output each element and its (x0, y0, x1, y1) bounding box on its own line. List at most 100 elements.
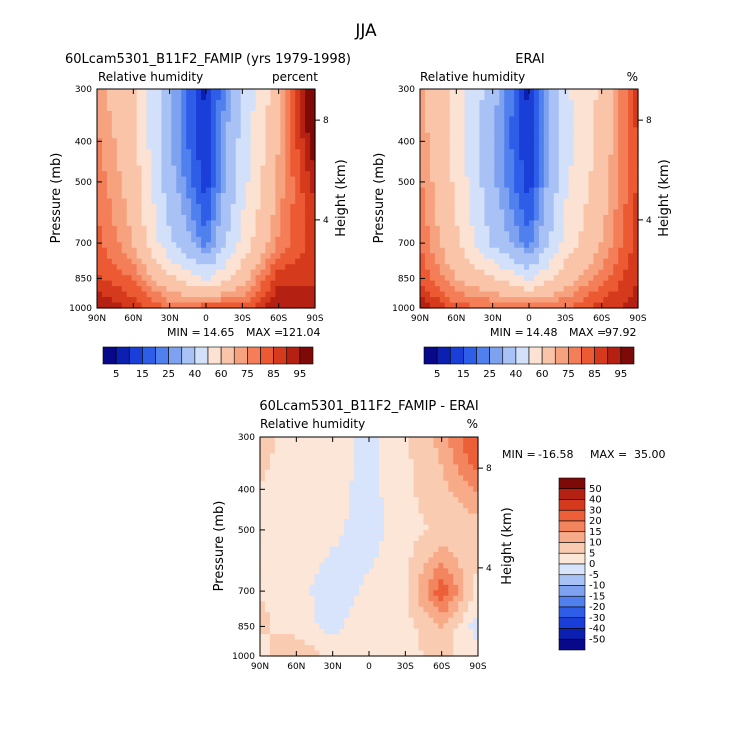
heatmap-cell (563, 165, 570, 172)
heatmap-cell (434, 165, 441, 172)
heatmap-cell (578, 275, 585, 282)
heatmap-cell (176, 231, 182, 238)
heatmap-cell (613, 110, 619, 117)
heatmap-cell (294, 519, 301, 526)
heatmap-cell (310, 99, 316, 107)
heatmap-cell (334, 497, 340, 504)
heatmap-cell (633, 302, 639, 309)
heatmap-cell (568, 247, 575, 254)
heatmap-cell (439, 127, 446, 134)
heatmap-cell (269, 508, 276, 515)
heatmap-cell (235, 258, 242, 265)
heatmap-cell (201, 182, 207, 189)
heatmap-cell (191, 269, 197, 276)
heatmap-cell (593, 187, 599, 194)
heatmap-cell (504, 138, 510, 145)
heatmap-cell (196, 297, 202, 304)
heatmap-cell (324, 480, 330, 487)
heatmap-cell (469, 242, 476, 249)
heatmap-cell (468, 590, 474, 597)
heatmap-cell (408, 579, 415, 586)
heatmap-cell (403, 497, 410, 504)
heatmap-cell (553, 182, 560, 189)
heatmap-cell (499, 242, 505, 249)
heatmap-cell (458, 469, 464, 476)
heatmap-cell (623, 253, 629, 260)
heatmap-cell (633, 236, 639, 243)
heatmap-cell (101, 220, 108, 227)
heatmap-cell (434, 110, 441, 117)
heatmap-cell (484, 116, 490, 123)
heatmap-cell (558, 160, 565, 167)
heatmap-cell (230, 105, 237, 112)
heatmap-cell (171, 193, 177, 200)
heatmap-cell (285, 242, 291, 249)
heatmap-cell (230, 187, 237, 194)
heatmap-cell (275, 89, 281, 96)
heatmap-cell (284, 524, 291, 531)
heatmap-cell (354, 437, 360, 444)
heatmap-cell (628, 89, 634, 96)
heatmap-cell (489, 203, 495, 211)
heatmap-cell (290, 231, 296, 238)
heatmap-cell (275, 275, 281, 282)
heatmap-cell (131, 269, 138, 276)
heatmap-cell (270, 203, 276, 211)
heatmap-cell (240, 149, 247, 156)
heatmap-cell (474, 275, 481, 282)
heatmap-cell (111, 258, 118, 265)
y-tick-label: 300 (75, 85, 92, 95)
heatmap-cell (383, 513, 390, 520)
heatmap-cell (438, 502, 444, 509)
heatmap-cell (408, 541, 415, 548)
heatmap-cell (418, 486, 425, 493)
heatmap-cell (146, 247, 153, 254)
heatmap-cell (275, 286, 281, 293)
heatmap-cell (210, 149, 217, 156)
heatmap-cell (499, 154, 505, 161)
heatmap-cell (290, 247, 296, 254)
heatmap-cell (235, 220, 242, 227)
heatmap-cell (439, 291, 446, 298)
heatmap-cell (116, 143, 123, 150)
heatmap-cell (439, 220, 446, 227)
heatmap-cell (146, 187, 153, 194)
heatmap-cell (593, 182, 599, 189)
heatmap-cell (324, 469, 330, 476)
heatmap-cell (300, 165, 306, 172)
heatmap-cell (166, 225, 172, 232)
heatmap-cell (260, 562, 266, 569)
heatmap-cell (126, 198, 133, 205)
heatmap-cell (568, 280, 575, 287)
heatmap-cell (270, 209, 276, 216)
heatmap-cell (141, 149, 148, 156)
heatmap-cell (428, 579, 434, 586)
heatmap-cell (181, 127, 187, 134)
heatmap-cell (265, 154, 271, 161)
heatmap-cell (393, 541, 400, 548)
heatmap-cell (106, 198, 113, 205)
heatmap-cell (449, 138, 456, 145)
heatmap-cell (484, 110, 490, 117)
heatmap-cell (494, 280, 500, 287)
heatmap-cell (191, 198, 197, 205)
heatmap-cell (383, 584, 390, 591)
heatmap-cell (344, 458, 350, 465)
heatmap-cell (349, 453, 355, 460)
heatmap-cell (433, 513, 439, 520)
heatmap-cell (235, 127, 242, 134)
heatmap-cell (388, 480, 395, 487)
heatmap-cell (533, 203, 540, 211)
heatmap-cell (588, 275, 594, 282)
heatmap-cell (454, 94, 461, 101)
heatmap-cell (151, 275, 158, 282)
heatmap-cell (378, 453, 385, 460)
heatmap-cell (181, 231, 187, 238)
heatmap-cell (116, 110, 123, 117)
heatmap-cell (274, 584, 281, 591)
heatmap-cell (151, 269, 158, 276)
heatmap-cell (255, 214, 262, 221)
heatmap-cell (304, 530, 311, 537)
heatmap-cell (309, 530, 316, 537)
heatmap-cell (628, 94, 634, 101)
